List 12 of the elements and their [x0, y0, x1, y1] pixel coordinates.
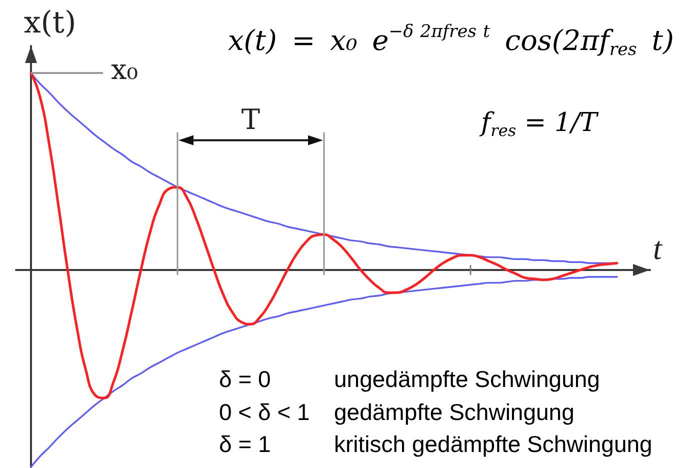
x-axis-title: t	[653, 230, 663, 266]
annotation: T	[241, 103, 260, 136]
annotation: δ = 0	[219, 366, 271, 392]
annotation: kritisch gedämpfte Schwingung	[334, 431, 652, 457]
y-axis-title: x(t)	[24, 6, 76, 40]
text: x(t) = x₀ e$^{−δ 2πfres t}$ cos(2πf$_{res}$ t)	[228, 22, 674, 60]
annotation: ungedämpfte Schwingung	[334, 366, 600, 392]
annotation: gedämpfte Schwingung	[334, 399, 574, 425]
annotation: x₀	[111, 52, 138, 86]
annotation: δ = 1	[219, 431, 271, 457]
annotation: f$_{res}$ = 1/T	[481, 108, 598, 140]
annotation: 0 < δ < 1	[219, 399, 310, 425]
